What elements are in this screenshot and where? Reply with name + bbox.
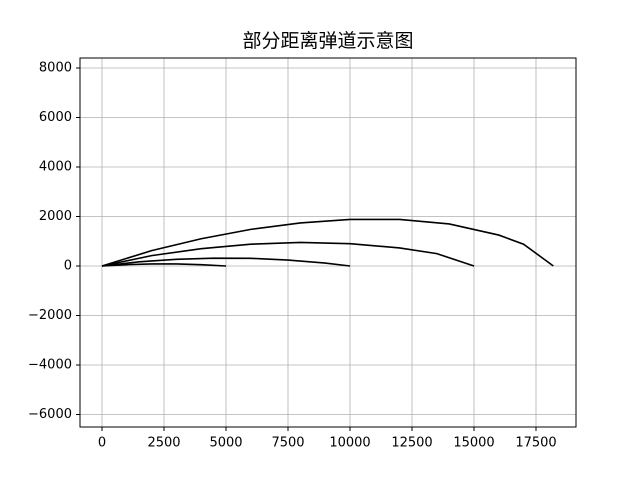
x-tick-label: 10000 xyxy=(329,436,370,451)
y-tick-label: 0 xyxy=(64,259,72,274)
trajectory-line xyxy=(101,241,475,267)
y-tick-label: 6000 xyxy=(39,110,72,125)
trajectory-line xyxy=(101,257,351,267)
x-tick-label: 2500 xyxy=(147,436,180,451)
x-tick-label: 5000 xyxy=(209,436,242,451)
plot-frame xyxy=(79,57,577,428)
trajectory-line xyxy=(101,218,554,267)
x-tick-label: 17500 xyxy=(515,436,556,451)
x-tick-label: 7500 xyxy=(271,436,304,451)
chart-title: 部分距离弹道示意图 xyxy=(242,30,413,52)
trajectory-line xyxy=(101,263,227,267)
y-tick-label: 2000 xyxy=(39,209,72,224)
y-tick-label: −4000 xyxy=(28,358,72,373)
x-tick-label: 15000 xyxy=(453,436,494,451)
x-tick-label: 12500 xyxy=(391,436,432,451)
y-tick-label: 4000 xyxy=(39,159,72,174)
y-tick-label: −2000 xyxy=(28,308,72,323)
y-tick-label: 8000 xyxy=(39,60,72,75)
y-tick-label: −6000 xyxy=(28,407,72,422)
x-tick-label: 0 xyxy=(98,436,106,451)
